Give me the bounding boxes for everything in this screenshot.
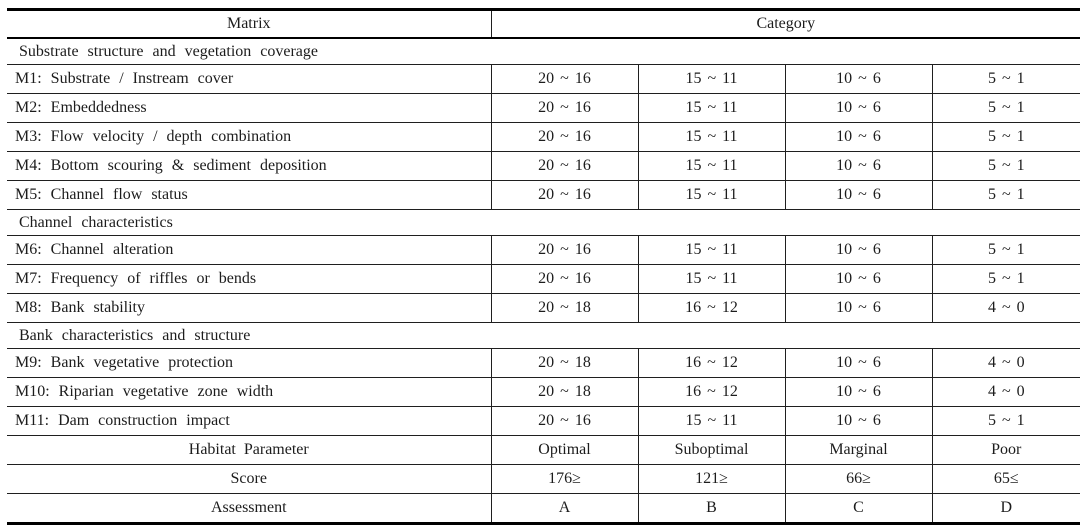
row-value: 5 ~ 1: [931, 264, 1081, 294]
row-label: M7: Frequency of riffles or bends: [7, 264, 491, 294]
row-value: 20 ~ 16: [490, 264, 638, 294]
table-row-m4: M4: Bottom scouring & sediment depositio…: [7, 151, 1081, 181]
row-label: M1: Substrate / Instream cover: [7, 64, 491, 94]
row-label: M5: Channel flow status: [7, 180, 491, 210]
row-value: B: [637, 493, 785, 525]
section-title: Bank characteristics and structure: [7, 322, 1081, 349]
row-value: 65≤: [931, 464, 1081, 494]
row-value: 10 ~ 6: [784, 406, 932, 436]
column-header-category: Category: [490, 8, 1081, 39]
row-label: M10: Riparian vegetative zone width: [7, 377, 491, 407]
row-label: M2: Embeddedness: [7, 93, 491, 123]
row-value: Suboptimal: [637, 435, 785, 465]
row-value: 15 ~ 11: [637, 122, 785, 152]
row-value: 20 ~ 18: [490, 293, 638, 323]
table-row-score: Score 176≥ 121≥ 66≥ 65≤: [7, 464, 1081, 494]
habitat-assessment-table: Matrix Category Substrate structure and …: [7, 8, 1081, 525]
row-label: Assessment: [7, 493, 491, 525]
table-row-m2: M2: Embeddedness 20 ~ 16 15 ~ 11 10 ~ 6 …: [7, 93, 1081, 123]
row-label: Habitat Parameter: [7, 435, 491, 465]
row-value: 20 ~ 16: [490, 122, 638, 152]
row-value: 66≥: [784, 464, 932, 494]
row-value: 10 ~ 6: [784, 151, 932, 181]
table-row-habitat-parameter: Habitat Parameter Optimal Suboptimal Mar…: [7, 435, 1081, 465]
table-row-m5: M5: Channel flow status 20 ~ 16 15 ~ 11 …: [7, 180, 1081, 210]
row-value: D: [931, 493, 1081, 525]
table-row-m6: M6: Channel alteration 20 ~ 16 15 ~ 11 1…: [7, 235, 1081, 265]
row-value: 15 ~ 11: [637, 264, 785, 294]
row-value: 20 ~ 16: [490, 151, 638, 181]
row-value: 16 ~ 12: [637, 293, 785, 323]
row-label: M4: Bottom scouring & sediment depositio…: [7, 151, 491, 181]
row-value: 4 ~ 0: [931, 293, 1081, 323]
row-value: 4 ~ 0: [931, 348, 1081, 378]
habitat-assessment-table-container: Matrix Category Substrate structure and …: [7, 8, 1081, 525]
row-value: 16 ~ 12: [637, 348, 785, 378]
row-value: Poor: [931, 435, 1081, 465]
row-value: 5 ~ 1: [931, 122, 1081, 152]
column-header-matrix: Matrix: [7, 8, 491, 39]
row-label: M9: Bank vegetative protection: [7, 348, 491, 378]
row-value: 20 ~ 16: [490, 406, 638, 436]
row-value: 5 ~ 1: [931, 235, 1081, 265]
table-row-m3: M3: Flow velocity / depth combination 20…: [7, 122, 1081, 152]
table-header-row: Matrix Category: [7, 8, 1081, 39]
section-title: Channel characteristics: [7, 209, 1081, 236]
row-label: M11: Dam construction impact: [7, 406, 491, 436]
row-value: Optimal: [490, 435, 638, 465]
row-label: M8: Bank stability: [7, 293, 491, 323]
row-value: 10 ~ 6: [784, 377, 932, 407]
row-value: 5 ~ 1: [931, 180, 1081, 210]
row-value: 10 ~ 6: [784, 64, 932, 94]
row-value: 5 ~ 1: [931, 406, 1081, 436]
section-row-bank: Bank characteristics and structure: [7, 322, 1081, 349]
row-value: 15 ~ 11: [637, 64, 785, 94]
section-row-channel: Channel characteristics: [7, 209, 1081, 236]
row-value: 15 ~ 11: [637, 406, 785, 436]
table-row-m7: M7: Frequency of riffles or bends 20 ~ 1…: [7, 264, 1081, 294]
table-row-m9: M9: Bank vegetative protection 20 ~ 18 1…: [7, 348, 1081, 378]
row-value: 5 ~ 1: [931, 151, 1081, 181]
row-value: 10 ~ 6: [784, 235, 932, 265]
table-row-m11: M11: Dam construction impact 20 ~ 16 15 …: [7, 406, 1081, 436]
row-value: 10 ~ 6: [784, 180, 932, 210]
row-value: 20 ~ 18: [490, 348, 638, 378]
row-value: 20 ~ 16: [490, 93, 638, 123]
row-label: Score: [7, 464, 491, 494]
row-value: 16 ~ 12: [637, 377, 785, 407]
section-title: Substrate structure and vegetation cover…: [7, 38, 1081, 65]
row-value: 121≥: [637, 464, 785, 494]
row-value: 10 ~ 6: [784, 122, 932, 152]
row-value: 10 ~ 6: [784, 93, 932, 123]
row-value: Marginal: [784, 435, 932, 465]
row-value: 20 ~ 16: [490, 180, 638, 210]
row-value: 20 ~ 16: [490, 235, 638, 265]
row-value: 5 ~ 1: [931, 93, 1081, 123]
row-value: 4 ~ 0: [931, 377, 1081, 407]
row-value: 10 ~ 6: [784, 348, 932, 378]
row-value: 15 ~ 11: [637, 93, 785, 123]
row-value: 176≥: [490, 464, 638, 494]
section-row-substrate: Substrate structure and vegetation cover…: [7, 38, 1081, 65]
row-label: M6: Channel alteration: [7, 235, 491, 265]
row-value: 15 ~ 11: [637, 151, 785, 181]
table-row-m10: M10: Riparian vegetative zone width 20 ~…: [7, 377, 1081, 407]
row-value: 5 ~ 1: [931, 64, 1081, 94]
row-value: A: [490, 493, 638, 525]
row-value: 15 ~ 11: [637, 180, 785, 210]
table-row-m8: M8: Bank stability 20 ~ 18 16 ~ 12 10 ~ …: [7, 293, 1081, 323]
row-value: 15 ~ 11: [637, 235, 785, 265]
row-value: 10 ~ 6: [784, 293, 932, 323]
row-value: 20 ~ 16: [490, 64, 638, 94]
row-value: C: [784, 493, 932, 525]
row-value: 20 ~ 18: [490, 377, 638, 407]
table-row-m1: M1: Substrate / Instream cover 20 ~ 16 1…: [7, 64, 1081, 94]
row-value: 10 ~ 6: [784, 264, 932, 294]
table-row-assessment: Assessment A B C D: [7, 493, 1081, 525]
row-label: M3: Flow velocity / depth combination: [7, 122, 491, 152]
